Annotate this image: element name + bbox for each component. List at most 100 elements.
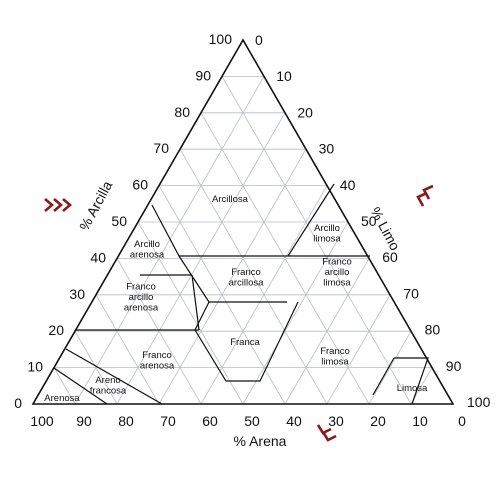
region-label-line: arcillo: [129, 292, 154, 303]
region-label-line: arcillosa: [229, 277, 265, 288]
grid: [53, 76, 433, 405]
limo-tick-label: 10: [276, 68, 292, 84]
arcilla-tick-label: 70: [153, 140, 169, 156]
region-label-line: Franco: [322, 257, 352, 268]
region-label-franco-arcillo-limosa: Franco arcillo limosa: [322, 257, 352, 289]
grid-line-arena-90: [53, 367, 76, 405]
arcilla-tick-label: 40: [90, 249, 106, 265]
region-label-line: Franca: [230, 337, 260, 348]
grid-line-arena-60: [116, 258, 202, 405]
limo-tick-labels: 0 10 20 30 40 50 60 70 80 90 100: [255, 32, 491, 410]
grid-line-limo-30: [158, 149, 307, 405]
limo-axis-marker-icon: [416, 184, 434, 207]
arcilla-axis-title: % Arcilla: [76, 178, 115, 233]
region-label-franco-limosa: Franco limosa: [320, 346, 350, 368]
arena-tick-label: 90: [76, 413, 92, 429]
arena-tick-label: 0: [458, 413, 466, 429]
region-label-line: limosa: [323, 278, 351, 289]
region-label-line: limosa: [313, 233, 341, 244]
arcilla-tick-label: 60: [132, 177, 148, 193]
class-boundary-8: [53, 367, 108, 405]
grid-line-limo-10: [74, 76, 265, 405]
limo-tick-label: 100: [467, 394, 491, 410]
limo-tick-label: 50: [361, 213, 377, 229]
limo-tick-label: 0: [255, 32, 263, 48]
limo-tick-label: 20: [297, 104, 313, 120]
arcilla-tick-label: 20: [48, 322, 64, 338]
region-label-line: Arcillo: [134, 239, 160, 250]
arcilla-tick-label: 90: [195, 67, 211, 83]
class-boundary-6: [194, 301, 299, 382]
region-label-line: arenosa: [130, 249, 165, 260]
limo-tick-label: 60: [382, 249, 398, 265]
grid-line-limo-80: [368, 331, 412, 405]
arena-tick-label: 70: [160, 413, 176, 429]
class-boundary-10: [372, 357, 395, 396]
texture-class-boundaries: [53, 183, 429, 405]
grid-line-arena-80: [74, 331, 118, 405]
region-label-franco-arcillo-arenosa: Franco arcillo arenosa: [124, 282, 159, 314]
arena-tick-label: 80: [118, 413, 134, 429]
region-label-line: Arcillosa: [212, 194, 249, 205]
region-label-line: limosa: [321, 356, 349, 367]
grid-line-arena-10: [221, 76, 412, 405]
arcilla-tick-label: 80: [174, 104, 190, 120]
region-label-line: arenosa: [140, 360, 175, 371]
arcilla-tick-labels: 0 10 20 30 40 50 60 70 80 90 100: [14, 31, 232, 411]
region-label-franco-arenosa: Franco arenosa: [140, 350, 175, 372]
region-label-line: arenosa: [124, 303, 159, 314]
arena-axis-marker-icon: [316, 424, 337, 442]
region-label-franco-arcillosa: Franco arcillosa: [229, 267, 265, 289]
limo-tick-label: 90: [446, 358, 462, 374]
region-label-line: Areno: [95, 375, 120, 386]
class-boundary-4: [191, 274, 200, 331]
grid-line-arena-30: [179, 149, 328, 405]
region-label-areno-francosa: Areno francosa: [90, 375, 127, 397]
arena-tick-label: 40: [286, 413, 302, 429]
arena-tick-label: 50: [244, 413, 260, 429]
grid-line-limo-70: [326, 294, 391, 405]
triangle-outline: [31, 38, 455, 405]
region-label-limosa: Limosa: [397, 383, 428, 394]
limo-tick-label: 40: [340, 177, 356, 193]
limo-tick-label: 30: [319, 141, 335, 157]
grid-line-limo-50: [242, 221, 349, 405]
class-boundary-9: [394, 357, 429, 405]
region-label-arcillo-arenosa: Arcillo arenosa: [130, 239, 165, 261]
region-label-line: arcillo: [325, 267, 350, 278]
arcilla-tick-label: 100: [209, 31, 233, 47]
region-label-arcillosa: Arcillosa: [212, 194, 249, 205]
arena-axis-title: % Arena: [234, 433, 287, 449]
limo-tick-label: 80: [425, 322, 441, 338]
class-boundary-0: [151, 183, 335, 257]
region-label-franca: Franca: [230, 337, 260, 348]
arcilla-tick-label: 0: [14, 395, 22, 411]
region-label-arcillo-limosa: Arcillo limosa: [313, 223, 341, 245]
arena-tick-label: 60: [202, 413, 218, 429]
arena-tick-label: 100: [30, 413, 54, 429]
class-boundary-7: [65, 348, 163, 405]
arena-tick-label: 30: [328, 413, 344, 429]
arena-tick-label: 10: [412, 413, 428, 429]
region-label-line: Limosa: [397, 383, 428, 394]
region-label-line: Franco: [231, 267, 261, 278]
arena-tick-label: 20: [370, 413, 386, 429]
arcilla-tick-label: 10: [27, 359, 43, 375]
arcilla-tick-label: 30: [69, 286, 85, 302]
grid-line-arena-50: [137, 221, 244, 405]
arcilla-axis-marker-icon: [44, 198, 72, 212]
region-label-line: Arcillo: [314, 223, 340, 234]
region-label-line: francosa: [90, 385, 127, 396]
region-label-line: Franco: [320, 346, 350, 357]
grid-line-arena-70: [95, 294, 160, 405]
region-label-line: Franco: [126, 282, 156, 293]
region-label-line: Franco: [142, 350, 172, 361]
region-label-arenosa: Arenosa: [44, 393, 80, 404]
grid-line-limo-60: [284, 258, 370, 405]
arena-tick-labels: 100 90 80 70 60 50 40 30 20 10 0: [30, 413, 466, 429]
region-label-line: Arenosa: [44, 393, 80, 404]
limo-tick-label: 70: [403, 285, 419, 301]
